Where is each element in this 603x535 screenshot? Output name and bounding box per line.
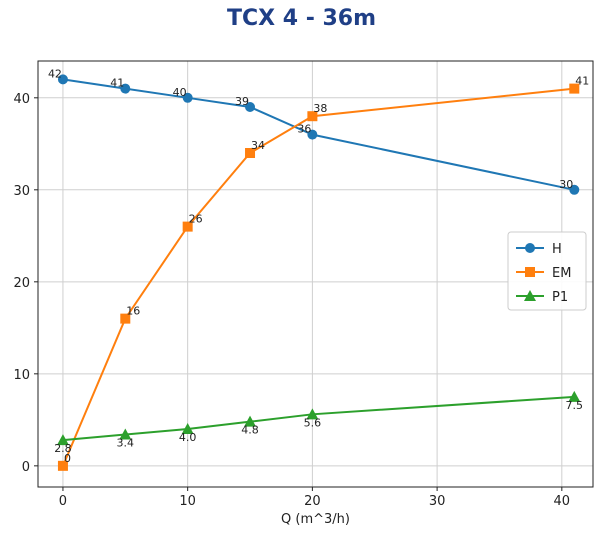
data-point	[569, 184, 580, 195]
data-label: 5.6	[304, 416, 322, 429]
y-tick-label: 0	[22, 460, 30, 475]
data-point	[119, 428, 132, 440]
legend: H EM P1	[507, 231, 587, 311]
tick-labels: 0 10 20 30 40 0 10 20 30 40	[13, 92, 570, 509]
data-label: 36	[297, 123, 311, 136]
data-point	[181, 423, 194, 435]
x-tick-label: 40	[554, 494, 571, 509]
y-tick-label: 40	[13, 92, 30, 107]
y-tick-label: 20	[13, 276, 30, 291]
data-label: 40	[173, 86, 187, 99]
plot-frame	[37, 60, 594, 488]
x-axis-label: Q (m^3/h)	[281, 512, 350, 527]
data-label: 2.8	[54, 442, 72, 455]
legend-label: EM	[552, 266, 571, 281]
legend-marker	[525, 267, 535, 277]
data-label: 16	[126, 305, 140, 318]
x-tick-label: 20	[304, 494, 321, 509]
data-point	[307, 111, 318, 122]
series-em	[57, 83, 580, 471]
data-label: 4.0	[179, 431, 197, 444]
y-tick-label: 30	[13, 184, 30, 199]
data-point	[120, 313, 131, 324]
data-point	[245, 148, 256, 159]
legend-marker	[525, 243, 535, 253]
data-label: 42	[48, 67, 62, 80]
data-label: 3.4	[117, 437, 135, 450]
data-label: 39	[235, 95, 249, 108]
data-point	[569, 83, 580, 94]
legend-entry-p1: P1	[516, 290, 568, 305]
data-point	[244, 415, 257, 427]
data-point	[245, 102, 256, 113]
data-point	[307, 129, 318, 140]
data-point	[182, 221, 193, 232]
data-point	[57, 74, 68, 85]
legend-label: H	[552, 242, 562, 257]
series-layer	[56, 74, 581, 471]
series-line-em	[62, 87, 575, 467]
legend-entry-h: H	[516, 242, 562, 257]
series-line-p1	[62, 395, 575, 442]
data-point	[568, 390, 581, 402]
legend-entry-em: EM	[516, 266, 571, 281]
legend-label: P1	[552, 290, 568, 305]
data-label: 0	[64, 452, 71, 465]
data-label: 26	[189, 213, 203, 226]
y-tick-label: 10	[13, 368, 30, 383]
data-point	[120, 83, 131, 94]
series-h	[57, 74, 580, 195]
series-p1	[56, 390, 581, 446]
data-point	[182, 92, 193, 103]
data-labels: 42 41 40 39 36 30 0 16 26 34 38 41 2.8 3.4 4.0 4.8 5.6 7.…	[48, 67, 589, 464]
data-point	[306, 408, 319, 420]
data-point	[56, 434, 69, 446]
data-label: 41	[575, 75, 589, 88]
data-label: 7.5	[566, 399, 584, 412]
x-tick-label: 30	[429, 494, 446, 509]
data-label: 38	[313, 102, 327, 115]
data-label: 34	[251, 139, 265, 152]
data-label: 30	[559, 178, 573, 191]
x-tick-label: 0	[59, 494, 67, 509]
x-tick-label: 10	[179, 494, 196, 509]
data-label: 41	[110, 77, 124, 90]
chart-title: TCX 4 - 36m	[226, 6, 377, 31]
legend-marker	[524, 290, 536, 301]
data-label: 4.8	[241, 424, 259, 437]
data-point	[57, 460, 68, 471]
series-line-h	[62, 78, 575, 191]
